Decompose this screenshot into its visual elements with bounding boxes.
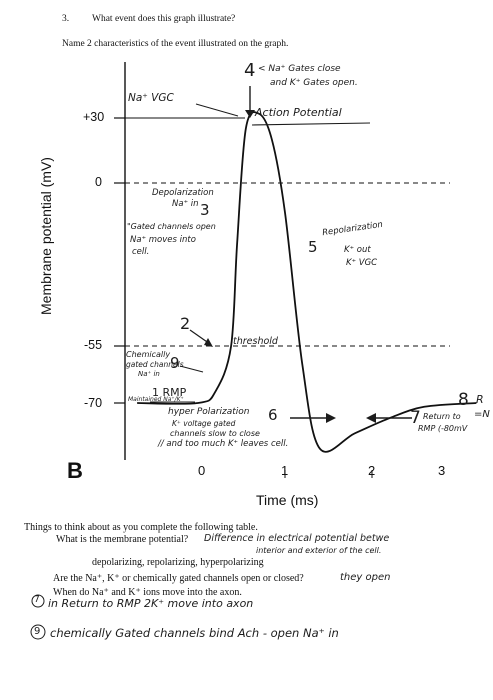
note-9-text: chemically Gated channels bind Ach - ope…: [50, 626, 339, 640]
annotation-2-number: 2: [180, 314, 191, 333]
ytick-label-30: +30: [83, 110, 105, 124]
annotation-depolarization: Depolarization: [152, 188, 214, 198]
things-intro: Things to think about as you complete th…: [24, 522, 258, 533]
ytick-label-0: 0: [95, 175, 102, 189]
annotation-gated-channels-chem: gated channels: [126, 360, 184, 369]
annotation-9-number: 9: [170, 354, 180, 372]
channels-question: Are the Na⁺, K⁺ or chemically gated chan…: [53, 573, 304, 584]
note-7-text: in Return to RMP 2K⁺ move into axon: [48, 597, 254, 610]
annotation-gated-channels: "Gated channels open: [127, 222, 216, 231]
annotation-8-number: 8: [458, 390, 469, 410]
xtick-label-0: 0: [198, 463, 206, 478]
instruction-text: Name 2 characteristics of the event illu…: [62, 39, 289, 49]
annotation-depol-na-in: Na⁺ in: [172, 199, 199, 209]
annotation-rmp: 1 RMP: [152, 386, 187, 399]
y-axis-label: Membrane potential (mV): [38, 157, 54, 315]
annotation-k-out: K⁺ out: [344, 245, 371, 255]
annotation-too-much-k: // and too much K⁺ leaves cell.: [158, 439, 289, 449]
xtick-label-2: 2: [368, 463, 376, 478]
question-text: What event does this graph illustrate?: [92, 14, 236, 24]
annotation-3-number: 3: [200, 201, 210, 219]
arrow-6-head: [326, 413, 336, 423]
annotation-4-line1: < Na⁺ Gates close: [258, 64, 341, 74]
ytick-label-55: -55: [84, 338, 103, 352]
annotation-4-number: 4: [244, 60, 256, 81]
annotation-chemically: Chemically: [126, 350, 171, 359]
annotation-7-number: 7: [410, 408, 421, 428]
annotation-cell: cell.: [132, 247, 150, 257]
annotation-na-moves: Na⁺ moves into: [130, 235, 196, 245]
ions-question: When do Na⁺ and K⁺ ions move into the ax…: [53, 587, 242, 598]
annotation-slow-close: channels slow to close: [170, 429, 260, 438]
annotation-hyperpolarization: hyper Polarization: [168, 407, 250, 417]
annotation-5-number: 5: [308, 238, 318, 256]
ytick-label-70: -70: [84, 396, 103, 410]
annotation-threshold: threshold: [233, 336, 278, 347]
membrane-answer-2: interior and exterior of the cell.: [256, 546, 382, 555]
membrane-question: What is the membrane potential?: [56, 534, 189, 545]
note9-circle: [30, 624, 46, 640]
note-9-number: 9: [34, 626, 41, 637]
annotation-maintained: Maintained Na⁺/K⁺: [128, 396, 184, 403]
ap-underline: [251, 122, 371, 126]
annotation-k-vgc: K⁺ VGC: [346, 258, 378, 268]
annotation-rmp-minus80: RMP (-80mV: [418, 424, 468, 433]
annotation-action-potential: Action Potential: [255, 106, 342, 119]
membrane-answer-1: Difference in electrical potential betwe: [204, 533, 390, 544]
xtick-label-1: 1: [281, 463, 289, 478]
note7-circle: [31, 594, 45, 608]
annotation-chem-na-in: Na⁺ in: [138, 370, 160, 378]
annotation-6-number: 6: [268, 406, 278, 424]
action-potential-curve: [137, 111, 477, 453]
polarizing-terms: depolarizing, repolarizing, hyperpolariz…: [92, 557, 264, 568]
arrow-9-line: [179, 365, 204, 373]
question-number: 3.: [62, 14, 70, 24]
arrow-4-head: [245, 110, 255, 118]
annotation-4-line2: and K⁺ Gates open.: [270, 78, 358, 88]
annotation-return-to: Return to: [423, 412, 461, 421]
annotation-r-cut: R: [476, 393, 484, 406]
channels-answer: they open: [340, 572, 391, 583]
note-7-number: 7: [34, 595, 40, 605]
navgc-pointer: [195, 103, 239, 117]
x-axis-label: Time (ms): [256, 492, 319, 508]
annotation-k-voltage: K⁺ voltage gated: [172, 419, 236, 428]
arrow-7-head: [366, 413, 376, 423]
xtick-label-3: 3: [438, 463, 446, 478]
panel-letter: B: [67, 458, 83, 483]
annotation-na-vgc: Na⁺ VGC: [128, 92, 174, 104]
annotation-n-cut: =N: [474, 409, 490, 420]
arrow-2-head: [204, 338, 213, 347]
